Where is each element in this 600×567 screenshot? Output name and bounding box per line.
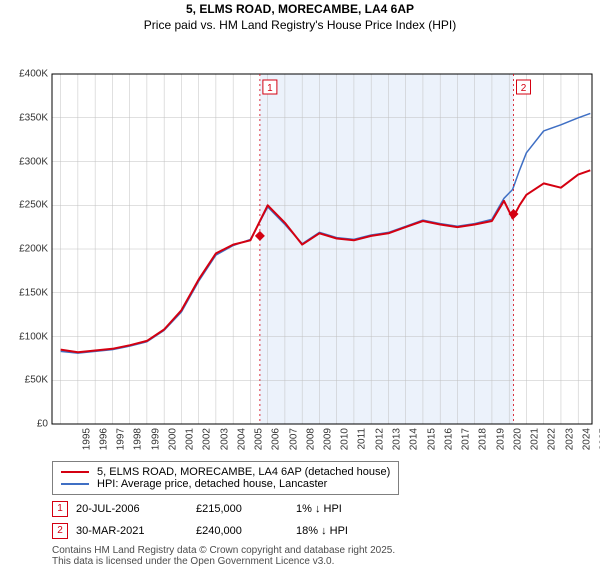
legend-swatch: [61, 483, 89, 485]
legend-label: 5, ELMS ROAD, MORECAMBE, LA4 6AP (detach…: [97, 466, 390, 478]
sale-row: 2 30-MAR-2021£240,00018% ↓ HPI: [52, 523, 600, 539]
x-tick-label: 2015: [426, 428, 437, 450]
x-tick-label: 2008: [305, 428, 316, 450]
sale-date: 30-MAR-2021: [76, 525, 196, 537]
x-tick-label: 2024: [581, 428, 592, 450]
sale-hpi-delta: 18% ↓ HPI: [296, 525, 396, 537]
x-tick-label: 2019: [495, 428, 506, 450]
y-tick-label: £250K: [19, 200, 48, 211]
x-tick-label: 1998: [133, 428, 144, 450]
x-tick-label: 1996: [98, 428, 109, 450]
chart-area: 12 £0£50K£100K£150K£200K£250K£300K£350K£…: [0, 36, 600, 457]
x-tick-label: 2007: [288, 428, 299, 450]
x-tick-label: 2020: [512, 428, 523, 450]
x-tick-label: 2002: [202, 428, 213, 450]
x-tick-label: 2010: [340, 428, 351, 450]
sale-date: 20-JUL-2006: [76, 503, 196, 515]
sale-marker-icon: 1: [52, 501, 68, 517]
svg-text:1: 1: [267, 83, 273, 94]
y-tick-label: £200K: [19, 244, 48, 255]
sale-price: £215,000: [196, 503, 296, 515]
legend-swatch: [61, 471, 89, 473]
x-tick-label: 2018: [478, 428, 489, 450]
x-tick-label: 2023: [564, 428, 575, 450]
y-tick-label: £350K: [19, 112, 48, 123]
y-tick-label: £100K: [19, 331, 48, 342]
legend-row: HPI: Average price, detached house, Lanc…: [61, 478, 390, 490]
x-tick-label: 2005: [253, 428, 264, 450]
y-tick-label: £150K: [19, 287, 48, 298]
x-tick-label: 2016: [443, 428, 454, 450]
y-tick-label: £50K: [25, 375, 48, 386]
x-tick-label: 2006: [271, 428, 282, 450]
sale-row: 1 20-JUL-2006£215,0001% ↓ HPI: [52, 501, 600, 517]
x-tick-label: 2011: [356, 428, 367, 450]
x-tick-label: 2009: [322, 428, 333, 450]
title-line1: 5, ELMS ROAD, MORECAMBE, LA4 6AP: [0, 2, 600, 16]
y-tick-label: £300K: [19, 156, 48, 167]
x-tick-label: 1999: [150, 428, 161, 450]
legend-row: 5, ELMS ROAD, MORECAMBE, LA4 6AP (detach…: [61, 466, 390, 478]
y-tick-label: £0: [37, 419, 48, 430]
x-tick-label: 2004: [236, 428, 247, 450]
title-line2: Price paid vs. HM Land Registry's House …: [0, 18, 600, 32]
x-tick-label: 2013: [391, 428, 402, 450]
x-tick-label: 2012: [374, 428, 385, 450]
sale-hpi-delta: 1% ↓ HPI: [296, 503, 396, 515]
x-tick-label: 2014: [409, 428, 420, 450]
sale-marker-icon: 2: [52, 523, 68, 539]
x-tick-label: 2000: [167, 428, 178, 450]
sale-price: £240,000: [196, 525, 296, 537]
x-tick-label: 2017: [460, 428, 471, 450]
x-tick-label: 2021: [529, 428, 540, 450]
svg-text:2: 2: [521, 83, 527, 94]
footer-line1: Contains HM Land Registry data © Crown c…: [52, 545, 600, 556]
y-tick-label: £400K: [19, 69, 48, 80]
x-tick-label: 2001: [184, 428, 195, 450]
chart-svg: 12: [0, 36, 600, 454]
x-tick-label: 1995: [81, 428, 92, 450]
legend: 5, ELMS ROAD, MORECAMBE, LA4 6AP (detach…: [52, 461, 399, 495]
x-tick-label: 1997: [115, 428, 126, 450]
x-tick-label: 2003: [219, 428, 230, 450]
legend-label: HPI: Average price, detached house, Lanc…: [97, 478, 327, 490]
footer: Contains HM Land Registry data © Crown c…: [52, 545, 600, 567]
x-tick-label: 2022: [547, 428, 558, 450]
footer-line2: This data is licensed under the Open Gov…: [52, 556, 600, 567]
